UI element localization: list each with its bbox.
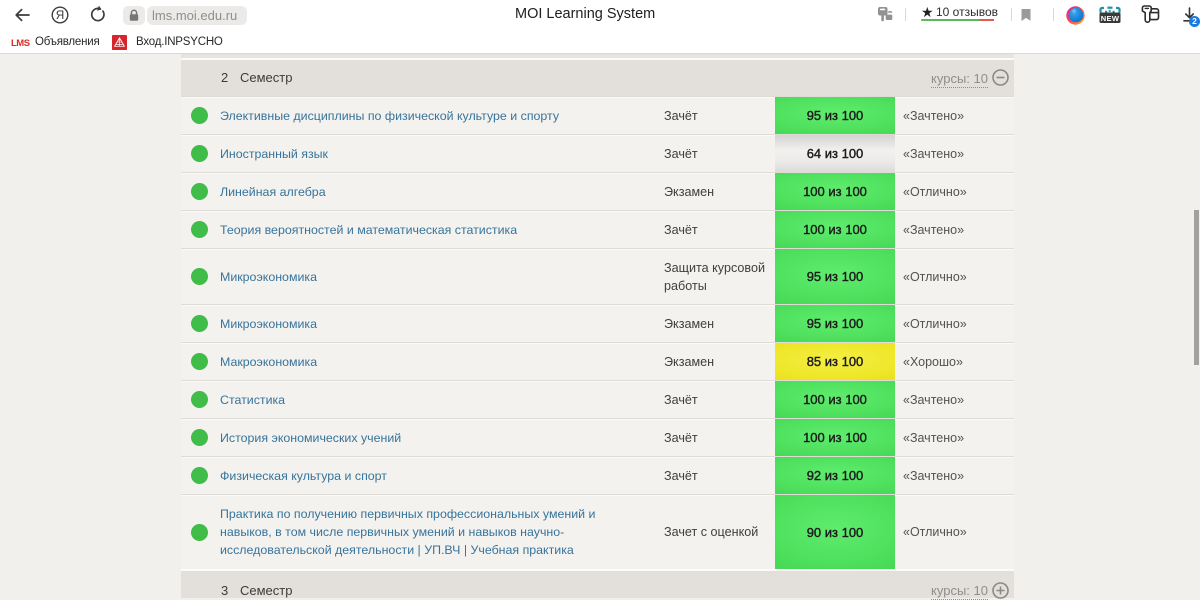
svg-text:Я: Я: [56, 8, 65, 22]
svg-text:NEW: NEW: [1101, 14, 1120, 23]
